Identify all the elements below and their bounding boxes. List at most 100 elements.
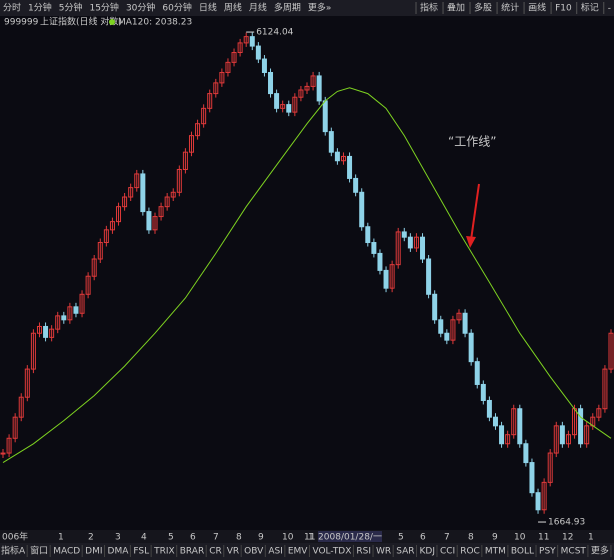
indicator-tab[interactable]: TRIX xyxy=(153,547,175,557)
candle xyxy=(517,408,523,445)
candle xyxy=(541,481,547,511)
tool-button[interactable]: - xyxy=(608,4,611,14)
period-tab[interactable]: 5分钟 xyxy=(59,2,83,14)
ma-dot xyxy=(109,19,115,25)
annotation: 1664.93 xyxy=(548,518,585,528)
candle xyxy=(371,242,377,254)
candle xyxy=(353,177,359,193)
candle xyxy=(255,45,261,60)
x-tick-label: 3 xyxy=(115,533,121,543)
indicator-tab[interactable]: 指标A xyxy=(1,545,26,557)
candle xyxy=(67,306,73,321)
indicator-tab[interactable]: ROC xyxy=(460,547,480,557)
candle xyxy=(249,36,255,47)
candle xyxy=(334,151,340,162)
indicator-tab[interactable]: DMA xyxy=(108,547,130,557)
candle xyxy=(328,131,334,153)
x-tick-label: 006年 xyxy=(2,531,28,543)
indicator-tab[interactable]: CCI xyxy=(440,547,455,557)
candle xyxy=(36,325,42,334)
candle xyxy=(122,196,128,208)
candle xyxy=(468,332,474,363)
x-tick-label: 5 xyxy=(168,533,174,543)
annotation: 6124.04 xyxy=(256,28,293,38)
indicator-tab[interactable]: ASI xyxy=(268,547,283,557)
candle xyxy=(213,82,219,95)
candle xyxy=(207,93,213,109)
indicator-tab[interactable]: SAR xyxy=(396,547,414,557)
x-tick-label: 10 xyxy=(282,533,294,543)
tool-button[interactable]: 统计 xyxy=(501,2,519,14)
indicator-tab[interactable]: 更多 xyxy=(591,545,609,557)
period-tab[interactable]: 15分钟 xyxy=(89,2,118,14)
indicator-tab[interactable]: MACD xyxy=(53,547,80,557)
tool-button[interactable]: 叠加 xyxy=(447,3,465,14)
indicator-tab[interactable]: WR xyxy=(376,547,391,557)
indicator-tab[interactable]: MTM xyxy=(485,547,506,557)
indicator-tab[interactable]: PSY xyxy=(539,547,556,557)
candle xyxy=(359,191,365,228)
indicator-tab[interactable]: FSL xyxy=(133,547,149,557)
candle xyxy=(426,258,432,295)
arrow-head xyxy=(466,236,476,248)
candle xyxy=(395,231,401,266)
period-tab[interactable]: 周线 xyxy=(224,2,242,14)
candle xyxy=(274,93,280,109)
period-tab[interactable]: 更多» xyxy=(308,2,332,14)
tool-button[interactable]: F10 xyxy=(555,4,572,14)
indicator-tab[interactable]: 窗口 xyxy=(30,545,48,557)
candle xyxy=(231,52,237,63)
indicator-tab[interactable]: MCST xyxy=(561,547,587,557)
candle xyxy=(474,361,480,385)
candle xyxy=(377,252,383,271)
period-tab[interactable]: 日线 xyxy=(199,2,217,14)
candle xyxy=(486,399,492,418)
x-tick-label: 12 xyxy=(562,533,573,543)
indicator-tab[interactable]: VOL-TDX xyxy=(312,547,351,557)
candle xyxy=(134,173,140,189)
x-tick-label: 9 xyxy=(258,533,264,543)
candle xyxy=(480,383,486,401)
candle xyxy=(6,437,12,454)
candle xyxy=(128,187,134,198)
tool-button[interactable]: 标记 xyxy=(581,2,599,14)
candle xyxy=(407,236,413,249)
indicator-tab[interactable]: VR xyxy=(227,547,239,557)
indicator-tab[interactable]: OBV xyxy=(244,547,264,557)
period-tab[interactable]: 分时 xyxy=(3,2,21,14)
indicator-tab[interactable]: RSI xyxy=(356,547,371,557)
candle xyxy=(505,434,511,445)
indicator-tab[interactable]: EMV xyxy=(288,547,308,557)
candle xyxy=(24,368,30,398)
indicator-tab[interactable]: BOLL xyxy=(511,547,534,557)
candle xyxy=(602,368,608,410)
candle xyxy=(298,89,304,98)
tool-button[interactable]: 指标 xyxy=(420,2,438,14)
indicator-tab[interactable]: DMI xyxy=(85,547,102,557)
period-tab[interactable]: 30分钟 xyxy=(126,2,155,14)
candle xyxy=(61,315,67,321)
indicator-tab[interactable]: CR xyxy=(209,547,222,557)
period-tab[interactable]: 60分钟 xyxy=(162,2,191,14)
x-tick-label: 6 xyxy=(420,533,426,543)
candle xyxy=(462,312,468,334)
candle xyxy=(55,315,61,330)
x-tick-label: 10 xyxy=(514,533,526,543)
arrow xyxy=(470,183,480,241)
tool-button[interactable]: 画线 xyxy=(528,2,546,14)
candle xyxy=(146,211,152,231)
candle xyxy=(322,100,328,133)
x-tick-label: 2 xyxy=(88,533,94,543)
candle xyxy=(499,425,505,445)
x-tick-label: 11 xyxy=(304,533,315,543)
period-tab[interactable]: 1分钟 xyxy=(28,2,52,14)
period-tab[interactable]: 多周期 xyxy=(274,2,301,14)
candle xyxy=(109,221,115,231)
indicator-tab[interactable]: BRAR xyxy=(180,547,204,557)
period-tab[interactable]: 月线 xyxy=(249,2,267,14)
candle xyxy=(578,408,584,445)
time-axis xyxy=(0,530,614,543)
indicator-tab[interactable]: KDJ xyxy=(419,547,435,557)
tool-button[interactable]: 多股 xyxy=(474,2,492,14)
